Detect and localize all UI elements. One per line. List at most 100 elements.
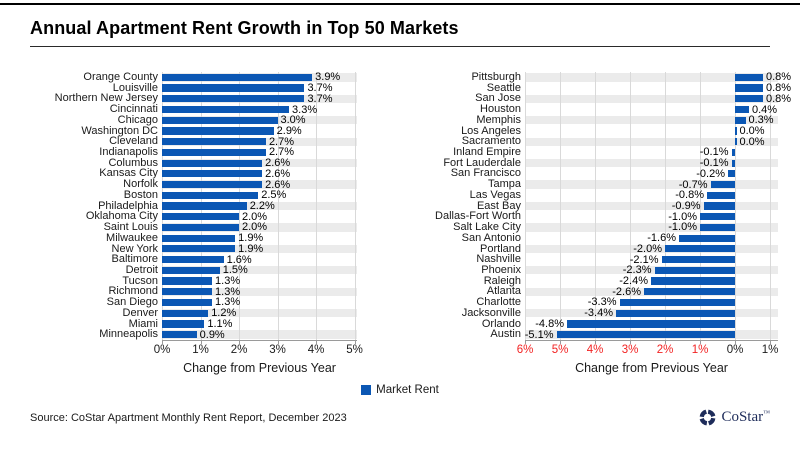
category-label: Houston: [480, 103, 521, 116]
row-band: [525, 137, 778, 146]
bar: [162, 191, 259, 199]
plot-area: 3.9% 3.7% 3.7% 3.3% 3.0% 2.9% 2.7% 2.7% 2.6% 2.6%…: [154, 71, 363, 375]
x-axis-ticks: 6% 5% 4% 3% 2% 1% 0% 1%: [517, 344, 779, 359]
value-label: 2.0%: [242, 221, 268, 234]
x-axis-line: [162, 340, 357, 344]
value-label: 2.6%: [265, 157, 291, 170]
gridline: [354, 72, 356, 340]
category-label: Louisville: [112, 81, 158, 94]
bar: [735, 73, 763, 81]
source-note: Source: CoStar Apartment Monthly Rent Re…: [30, 411, 347, 424]
category-label: Indianapolis: [99, 146, 158, 159]
row-band: [525, 223, 778, 232]
category-label: Salt Lake City: [453, 221, 521, 234]
category-label: Saint Louis: [103, 221, 158, 234]
bar: [735, 95, 763, 103]
tick-label: 5%: [346, 344, 363, 356]
value-label: 0.0%: [739, 135, 765, 148]
category-label: Norfolk: [123, 178, 158, 191]
legend-swatch: [361, 385, 372, 395]
bar: [644, 288, 735, 296]
bar: [162, 73, 313, 81]
value-label: 2.9%: [276, 124, 302, 137]
value-label: 2.0%: [242, 210, 268, 223]
bar: [710, 180, 735, 189]
row-band: [162, 201, 357, 211]
row-band: [525, 158, 778, 168]
value-label: 1.6%: [226, 253, 252, 266]
value-label: -2.4%: [619, 275, 648, 288]
bar: [731, 159, 735, 167]
value-label: 1.9%: [238, 232, 264, 245]
value-label: 1.1%: [207, 317, 233, 330]
value-label: 2.6%: [265, 167, 291, 180]
bar: [707, 191, 735, 199]
footer: Source: CoStar Apartment Monthly Rent Re…: [30, 409, 770, 426]
category-label: Columbus: [108, 156, 158, 169]
bar: [162, 202, 247, 210]
x-axis-line: [525, 340, 778, 344]
category-label: Washington DC: [81, 124, 158, 137]
category-label: San Jose: [475, 92, 521, 105]
bar: [616, 309, 735, 317]
tick-label: 1%: [192, 344, 209, 356]
value-label: 0.8%: [766, 92, 792, 105]
bar: [556, 331, 735, 339]
tick-mark: [665, 341, 666, 344]
tick-mark: [770, 341, 771, 344]
bar: [162, 116, 278, 124]
row-band: [525, 180, 778, 189]
category-label: Nashville: [476, 253, 521, 266]
gridline: [560, 72, 561, 340]
value-label: -0.2%: [696, 167, 725, 180]
bar: [162, 84, 305, 92]
category-label: Milwaukee: [106, 231, 158, 244]
category-label: Boston: [123, 188, 158, 201]
gridline: [277, 72, 279, 340]
value-label: -5.1%: [524, 328, 554, 341]
bar: [162, 277, 213, 285]
category-label: Inland Empire: [453, 146, 521, 159]
costar-logo: CoStar™: [699, 409, 770, 426]
category-label: Seattle: [486, 81, 521, 94]
bar: [728, 170, 735, 178]
tick-mark: [277, 341, 279, 344]
category-label: Philadelphia: [98, 199, 158, 212]
bar: [619, 298, 735, 307]
category-label: Cleveland: [109, 135, 158, 148]
bar: [162, 256, 224, 264]
value-label: -1.6%: [647, 232, 676, 245]
category-label: Kansas City: [99, 167, 158, 180]
bar: [162, 105, 290, 114]
charts-row: Orange County Louisville Northern New Jers…: [30, 72, 800, 375]
bar: [162, 298, 213, 307]
tick-label: 2%: [656, 344, 674, 356]
value-label: -0.1%: [699, 157, 729, 170]
gridline: [665, 72, 666, 340]
tick-mark: [316, 341, 317, 344]
category-label: Charlotte: [476, 296, 521, 309]
value-label: 0.9%: [199, 328, 225, 341]
bar: [735, 116, 746, 124]
x-axis-label: Change from Previous Year: [183, 361, 336, 375]
value-label: 3.0%: [280, 114, 306, 127]
row-band: [162, 330, 357, 339]
bar: [735, 127, 737, 135]
gridline: [700, 72, 701, 340]
value-label: -2.0%: [633, 242, 662, 255]
value-label: -1.0%: [668, 221, 697, 234]
value-label: -3.3%: [587, 296, 617, 309]
value-label: 3.9%: [315, 71, 341, 84]
bar: [162, 331, 197, 339]
gridline: [316, 72, 317, 340]
row-band: [525, 201, 778, 211]
bar: [735, 105, 749, 114]
rent-growth-chart-negative: Pittsburgh Seattle San Jose Houston Memphis L…: [393, 72, 791, 375]
bar: [162, 180, 263, 189]
gridline: [770, 72, 771, 340]
tick-label: 5%: [551, 344, 569, 356]
category-label: Raleigh: [483, 274, 521, 287]
bar: [162, 138, 266, 146]
category-label: Phoenix: [481, 263, 521, 276]
gridline: [595, 72, 596, 340]
